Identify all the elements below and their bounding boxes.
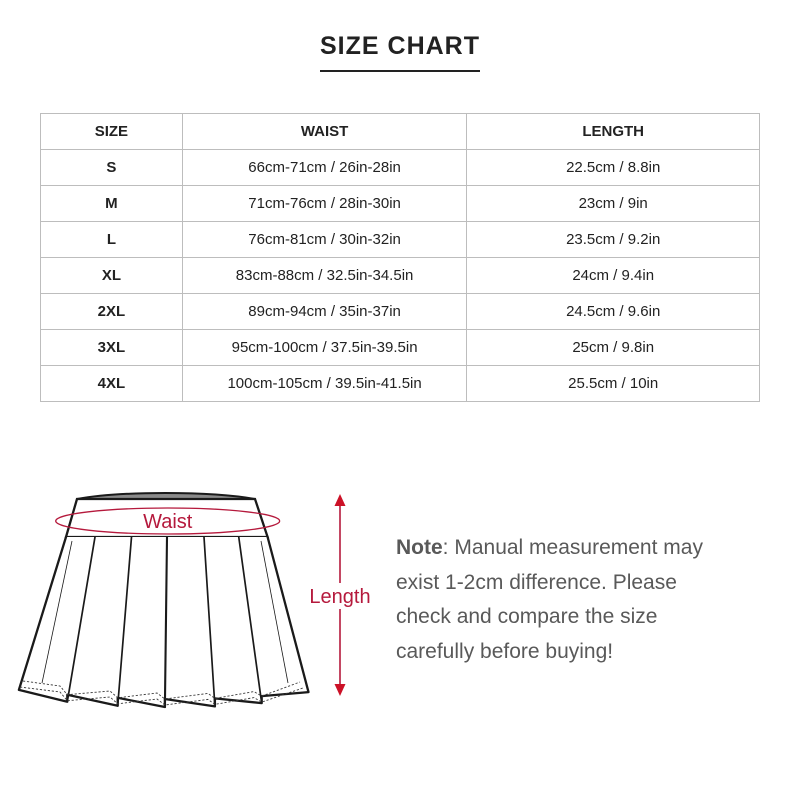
svg-text:Waist: Waist bbox=[143, 511, 193, 533]
svg-text:Length: Length bbox=[309, 586, 370, 608]
